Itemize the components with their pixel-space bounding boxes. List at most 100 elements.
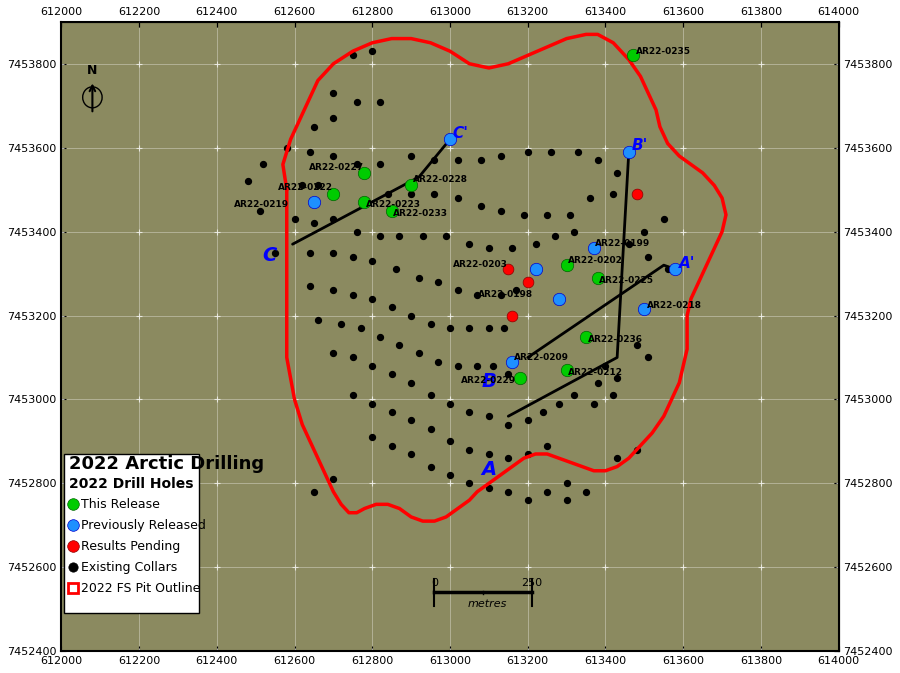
Text: AR22-0203: AR22-0203	[454, 260, 508, 269]
Point	[610, 453, 625, 464]
Point	[373, 230, 387, 241]
Point	[365, 293, 380, 304]
Point	[431, 277, 446, 287]
Point	[66, 562, 80, 573]
Point	[474, 201, 489, 212]
Point	[268, 247, 283, 258]
Point	[384, 369, 399, 380]
Point	[641, 352, 655, 363]
Point	[610, 373, 625, 384]
Text: 2022 Drill Holes: 2022 Drill Holes	[69, 476, 194, 491]
Point	[629, 188, 643, 199]
Text: 250: 250	[521, 578, 542, 588]
Point	[365, 256, 380, 267]
Point	[657, 213, 671, 224]
Point	[326, 213, 340, 224]
Point	[326, 247, 340, 258]
Point	[463, 239, 477, 250]
Point	[357, 168, 372, 178]
Point	[451, 155, 465, 166]
Point	[240, 176, 255, 186]
Point	[307, 121, 321, 132]
Point	[528, 264, 543, 275]
Point	[326, 348, 340, 359]
Point	[451, 361, 465, 371]
Point	[346, 252, 360, 262]
Point	[470, 361, 484, 371]
Point	[567, 226, 581, 237]
Text: Results Pending: Results Pending	[81, 540, 180, 553]
Text: metres: metres	[467, 599, 507, 609]
Text: AR22-0223: AR22-0223	[366, 201, 421, 209]
Point	[560, 365, 574, 376]
Point	[310, 180, 325, 191]
Point	[428, 155, 442, 166]
Point	[349, 96, 364, 107]
Point	[540, 209, 554, 220]
Text: AR22-0202: AR22-0202	[568, 256, 623, 264]
Point	[598, 361, 613, 371]
Point	[501, 453, 516, 464]
Point	[443, 398, 457, 409]
Text: 0: 0	[431, 578, 438, 588]
Point	[411, 348, 426, 359]
Text: AR22-0235: AR22-0235	[635, 46, 691, 56]
Point	[560, 260, 574, 271]
Text: N: N	[87, 64, 97, 77]
Point	[641, 252, 655, 262]
Point	[637, 226, 652, 237]
Point	[582, 192, 597, 203]
Point	[423, 461, 437, 472]
Point	[326, 285, 340, 295]
Point	[310, 314, 325, 325]
Point	[579, 487, 593, 497]
Point	[501, 369, 516, 380]
Point	[508, 285, 523, 295]
Point	[463, 444, 477, 455]
Text: AR22-0199: AR22-0199	[596, 239, 651, 248]
Text: B: B	[482, 372, 496, 391]
Point	[287, 213, 302, 224]
Point	[326, 151, 340, 162]
Point	[505, 310, 519, 321]
Point	[548, 230, 562, 241]
Text: AR22-0229: AR22-0229	[461, 376, 516, 386]
Point	[303, 147, 318, 157]
Point	[404, 449, 419, 460]
Point	[560, 495, 574, 505]
Text: AR22-0233: AR22-0233	[393, 209, 448, 217]
FancyBboxPatch shape	[65, 454, 199, 613]
Point	[66, 499, 80, 509]
Point	[482, 411, 496, 421]
Point	[439, 230, 454, 241]
Point	[346, 50, 360, 61]
Point	[482, 323, 496, 334]
Point	[463, 478, 477, 489]
Point	[637, 304, 652, 314]
Point	[622, 147, 636, 157]
Point	[474, 155, 489, 166]
Point	[404, 151, 419, 162]
Text: 2022 Arctic Drilling: 2022 Arctic Drilling	[69, 455, 265, 472]
Point	[520, 277, 535, 287]
Point	[384, 302, 399, 312]
Text: C: C	[263, 246, 277, 265]
Point	[349, 159, 364, 170]
Text: A': A'	[679, 256, 695, 271]
Point	[423, 318, 437, 329]
Point	[463, 323, 477, 334]
Point	[66, 541, 80, 552]
Point	[622, 239, 636, 250]
Point	[307, 487, 321, 497]
Point	[661, 264, 675, 275]
Point	[326, 474, 340, 485]
Point	[505, 356, 519, 367]
Point	[482, 449, 496, 460]
Text: 2022 FS Pit Outline: 2022 FS Pit Outline	[81, 581, 200, 595]
Point	[590, 273, 605, 283]
Point	[606, 390, 620, 400]
Point	[482, 482, 496, 493]
Point	[365, 361, 380, 371]
Point	[501, 487, 516, 497]
Point	[295, 180, 310, 191]
